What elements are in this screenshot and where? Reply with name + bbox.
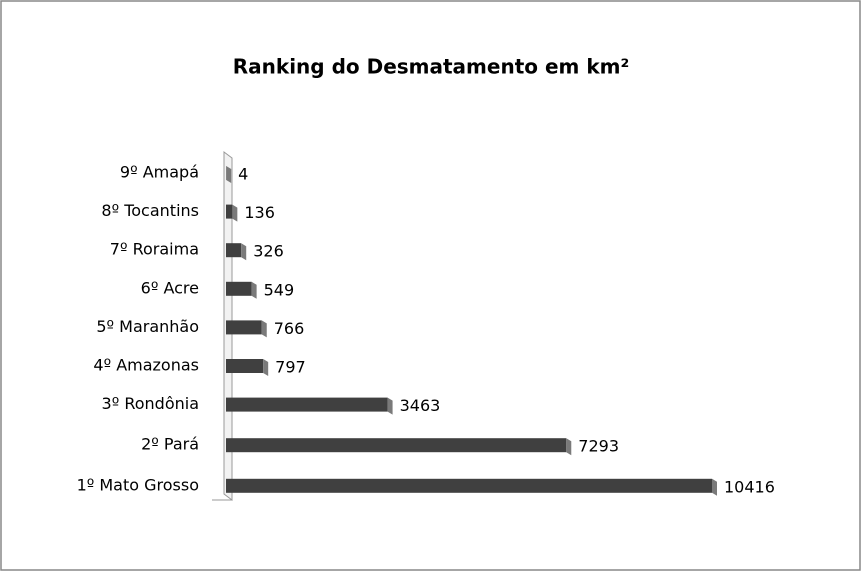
bar — [226, 438, 567, 453]
bar-end — [263, 359, 269, 376]
y-tick-label: 9º Amapá — [120, 163, 199, 182]
bar — [226, 320, 262, 335]
value-label: 766 — [274, 319, 305, 338]
bar — [226, 478, 712, 493]
value-label: 3463 — [400, 396, 441, 415]
bar-end — [712, 478, 717, 496]
bar — [226, 359, 264, 373]
y-tick-label: 7º Roraima — [110, 240, 199, 259]
bar-end — [251, 281, 257, 299]
y-tick-label: 5º Maranhão — [96, 317, 199, 336]
value-label: 549 — [264, 280, 295, 299]
value-label: 797 — [275, 358, 306, 377]
chart-title: Ranking do Desmatamento em km² — [233, 55, 629, 79]
value-label: 4 — [238, 165, 248, 184]
y-tick-label: 1º Mato Grosso — [77, 475, 199, 494]
bar-end — [261, 320, 267, 338]
bar-end — [387, 397, 393, 415]
y-tick-label: 3º Rondônia — [102, 394, 199, 413]
value-label: 7293 — [578, 437, 619, 456]
bar-end — [566, 438, 572, 456]
bar-end — [226, 166, 232, 183]
y-tick-label: 6º Acre — [141, 278, 199, 297]
bar — [226, 243, 242, 258]
bar — [226, 204, 233, 219]
y-tick-label: 8º Tocantins — [101, 201, 199, 220]
y-tick-label: 4º Amazonas — [93, 356, 199, 375]
bar — [226, 397, 388, 412]
value-label: 326 — [253, 242, 284, 261]
value-label: 136 — [244, 203, 275, 222]
bar-end — [241, 243, 247, 261]
value-label: 10416 — [724, 477, 775, 496]
bar — [226, 281, 252, 296]
bar-end — [232, 204, 238, 222]
y-tick-label: 2º Pará — [141, 435, 199, 454]
